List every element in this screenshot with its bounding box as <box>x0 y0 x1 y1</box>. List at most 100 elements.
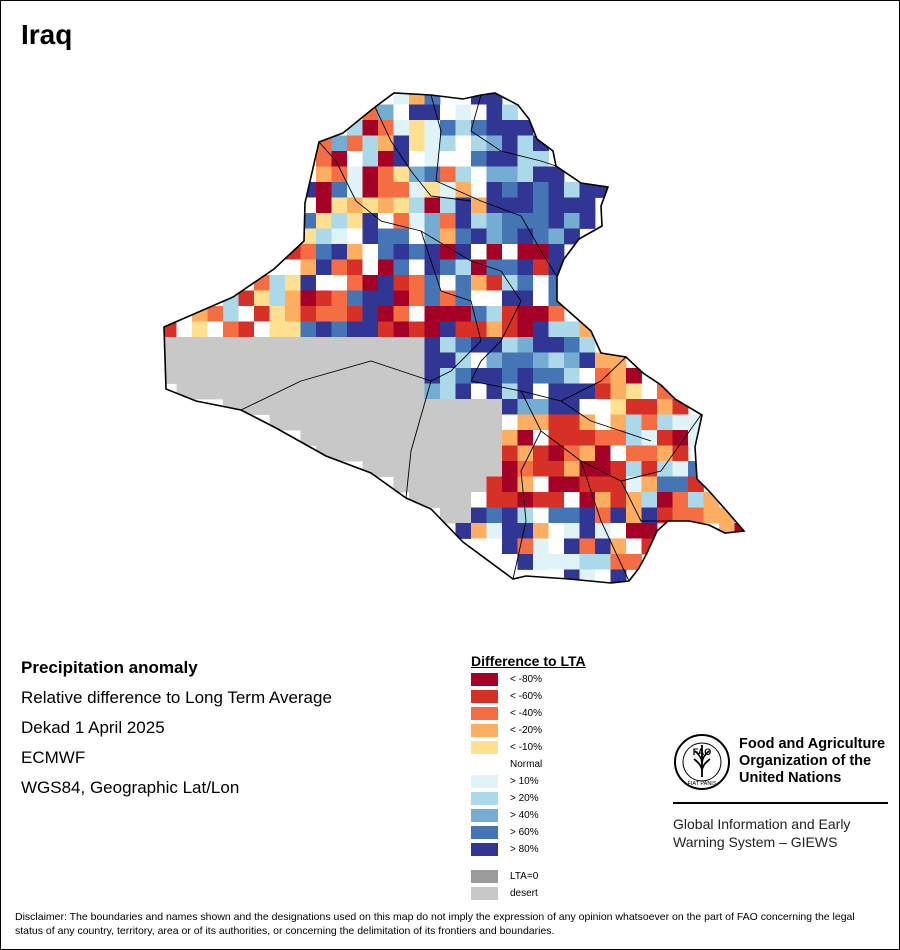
grid-cell <box>316 244 332 260</box>
grid-cell <box>378 104 394 121</box>
grid-cell <box>300 368 317 384</box>
grid-cell <box>548 476 565 493</box>
grid-cell <box>254 337 270 353</box>
grid-cell <box>486 383 503 400</box>
grid-cell <box>486 523 503 539</box>
grid-cell <box>409 151 425 167</box>
grid-cell <box>331 290 348 307</box>
grid-cell <box>300 321 317 338</box>
grid-cell <box>595 554 611 570</box>
legend-label: < -80% <box>510 674 542 685</box>
grid-cell <box>424 306 441 322</box>
grid-cell <box>455 166 472 183</box>
grid-cell <box>533 306 549 322</box>
grid-cell <box>517 368 534 384</box>
grid-cell <box>502 213 518 229</box>
grid-cell <box>424 197 441 214</box>
grid-cell <box>440 337 456 353</box>
grid-cell <box>378 135 394 152</box>
grid-cell <box>548 523 565 539</box>
grid-cell <box>486 197 503 214</box>
grid-cell <box>517 120 534 136</box>
grid-cell <box>440 492 456 508</box>
grid-cell <box>362 244 379 260</box>
grid-cell <box>548 197 565 214</box>
fao-name-line: United Nations <box>739 770 842 786</box>
grid-cell <box>502 151 518 167</box>
grid-cell <box>595 445 611 462</box>
grid-cell <box>254 290 270 307</box>
grid-cell <box>424 445 441 462</box>
grid-cell <box>672 414 689 431</box>
province-line <box>470 270 522 382</box>
grid-cell <box>455 445 472 462</box>
grid-cell <box>548 445 565 462</box>
grid-cell <box>378 182 394 198</box>
grid-cell <box>548 352 565 369</box>
grid-cell <box>331 135 348 152</box>
grid-cell <box>471 461 487 477</box>
grid-cell <box>192 352 208 369</box>
grid-cell <box>610 554 627 570</box>
grid-cell <box>455 259 472 276</box>
grid-cell <box>347 228 363 245</box>
grid-cell <box>517 290 534 307</box>
legend-swatch <box>471 724 498 737</box>
grid-cell <box>502 166 518 183</box>
grid-cell <box>641 492 658 508</box>
grid-cell <box>378 120 394 136</box>
grid-cell <box>626 461 642 477</box>
grid-cell <box>517 306 534 322</box>
grid-cell <box>378 414 394 431</box>
grid-cell <box>548 213 565 229</box>
grid-cell <box>285 399 301 415</box>
province-line <box>580 460 630 582</box>
grid-cell <box>300 275 317 291</box>
grid-cell <box>238 321 255 338</box>
grid-cell <box>719 507 735 524</box>
grid-cell <box>362 430 379 446</box>
grid-cell <box>564 569 580 583</box>
grid-cell <box>657 492 673 508</box>
grid-cell <box>610 492 627 508</box>
grid-cell <box>517 228 534 245</box>
grid-cell <box>424 104 441 121</box>
info-source: ECMWF <box>21 748 86 767</box>
grid-cell <box>362 166 379 183</box>
grid-cell <box>471 538 487 555</box>
grid-cell <box>455 151 472 167</box>
grid-cell <box>486 337 503 353</box>
grid-cell <box>672 492 689 508</box>
province-line <box>318 141 502 272</box>
grid-cell <box>533 244 549 260</box>
grid-cell <box>440 182 456 198</box>
grid-cell <box>300 414 317 431</box>
grid-cell <box>378 368 394 384</box>
grid-cell <box>362 290 379 307</box>
grid-cell <box>502 352 518 369</box>
grid-cell <box>164 368 177 384</box>
grid-cell <box>455 182 472 198</box>
grid-cell <box>486 244 503 260</box>
grid-cell <box>424 166 441 183</box>
grid-cell <box>393 120 410 136</box>
grid-cell <box>455 368 472 384</box>
grid-cell <box>626 538 642 555</box>
grid-cell <box>486 306 503 322</box>
grid-cell <box>455 399 472 415</box>
grid-cell <box>610 414 627 431</box>
grid-cell <box>471 430 487 446</box>
grid-cell <box>579 213 596 229</box>
grid-cell <box>269 399 286 415</box>
grid-cell <box>626 554 642 570</box>
grid-cell <box>316 166 332 183</box>
grid-cell <box>192 337 208 353</box>
grid-cell <box>486 507 503 524</box>
fao-name: Food and Agriculture Organization of the… <box>739 736 885 787</box>
info-product: Precipitation anomaly <box>21 658 198 677</box>
grid-cell <box>393 306 410 322</box>
grid-cell <box>455 476 472 493</box>
grid-cell <box>502 275 518 291</box>
grid-cell <box>409 306 425 322</box>
disclaimer: Disclaimer: The boundaries and names sho… <box>15 911 855 937</box>
